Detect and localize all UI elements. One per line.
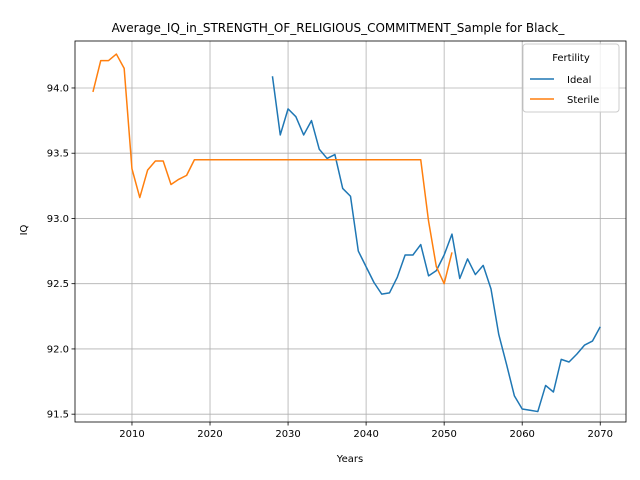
grid [75,41,626,422]
x-tick-label: 2040 [353,429,378,440]
y-axis-label: IQ [19,224,30,235]
legend-box [522,43,620,113]
series-line-sterile [92,53,453,285]
y-tick-label: 92.0 [47,344,69,355]
x-tick-label: 2050 [431,429,456,440]
y-tick-label: 91.5 [47,410,69,421]
chart-title: Average_IQ_in_STRENGTH_OF_RELIGIOUS_COMM… [112,21,566,35]
x-tick-label: 2060 [509,429,534,440]
x-axis-label: Years [336,454,363,465]
series-layer [92,53,601,413]
y-tick-label: 93.5 [47,149,69,160]
x-tick-label: 2010 [119,429,144,440]
plot-frame [74,40,627,423]
y-tick-label: 94.0 [47,83,69,94]
legend-title: Fertility [552,53,590,64]
y-tick-label: 93.0 [47,214,69,225]
series-line-ideal [271,76,601,413]
y-tick-label: 92.5 [47,279,69,290]
x-tick-label: 2030 [275,429,300,440]
x-tick-label: 2070 [588,429,613,440]
y-axis: 91.5 92.0 92.5 93.0 93.5 94.0 [47,83,75,421]
x-tick-label: 2020 [197,429,222,440]
legend-label-sterile: Sterile [567,95,599,106]
legend: Fertility Ideal Sterile [522,43,620,113]
legend-label-ideal: Ideal [567,75,591,86]
x-axis: 2010 2020 2030 2040 2050 2060 2070 [119,422,613,440]
